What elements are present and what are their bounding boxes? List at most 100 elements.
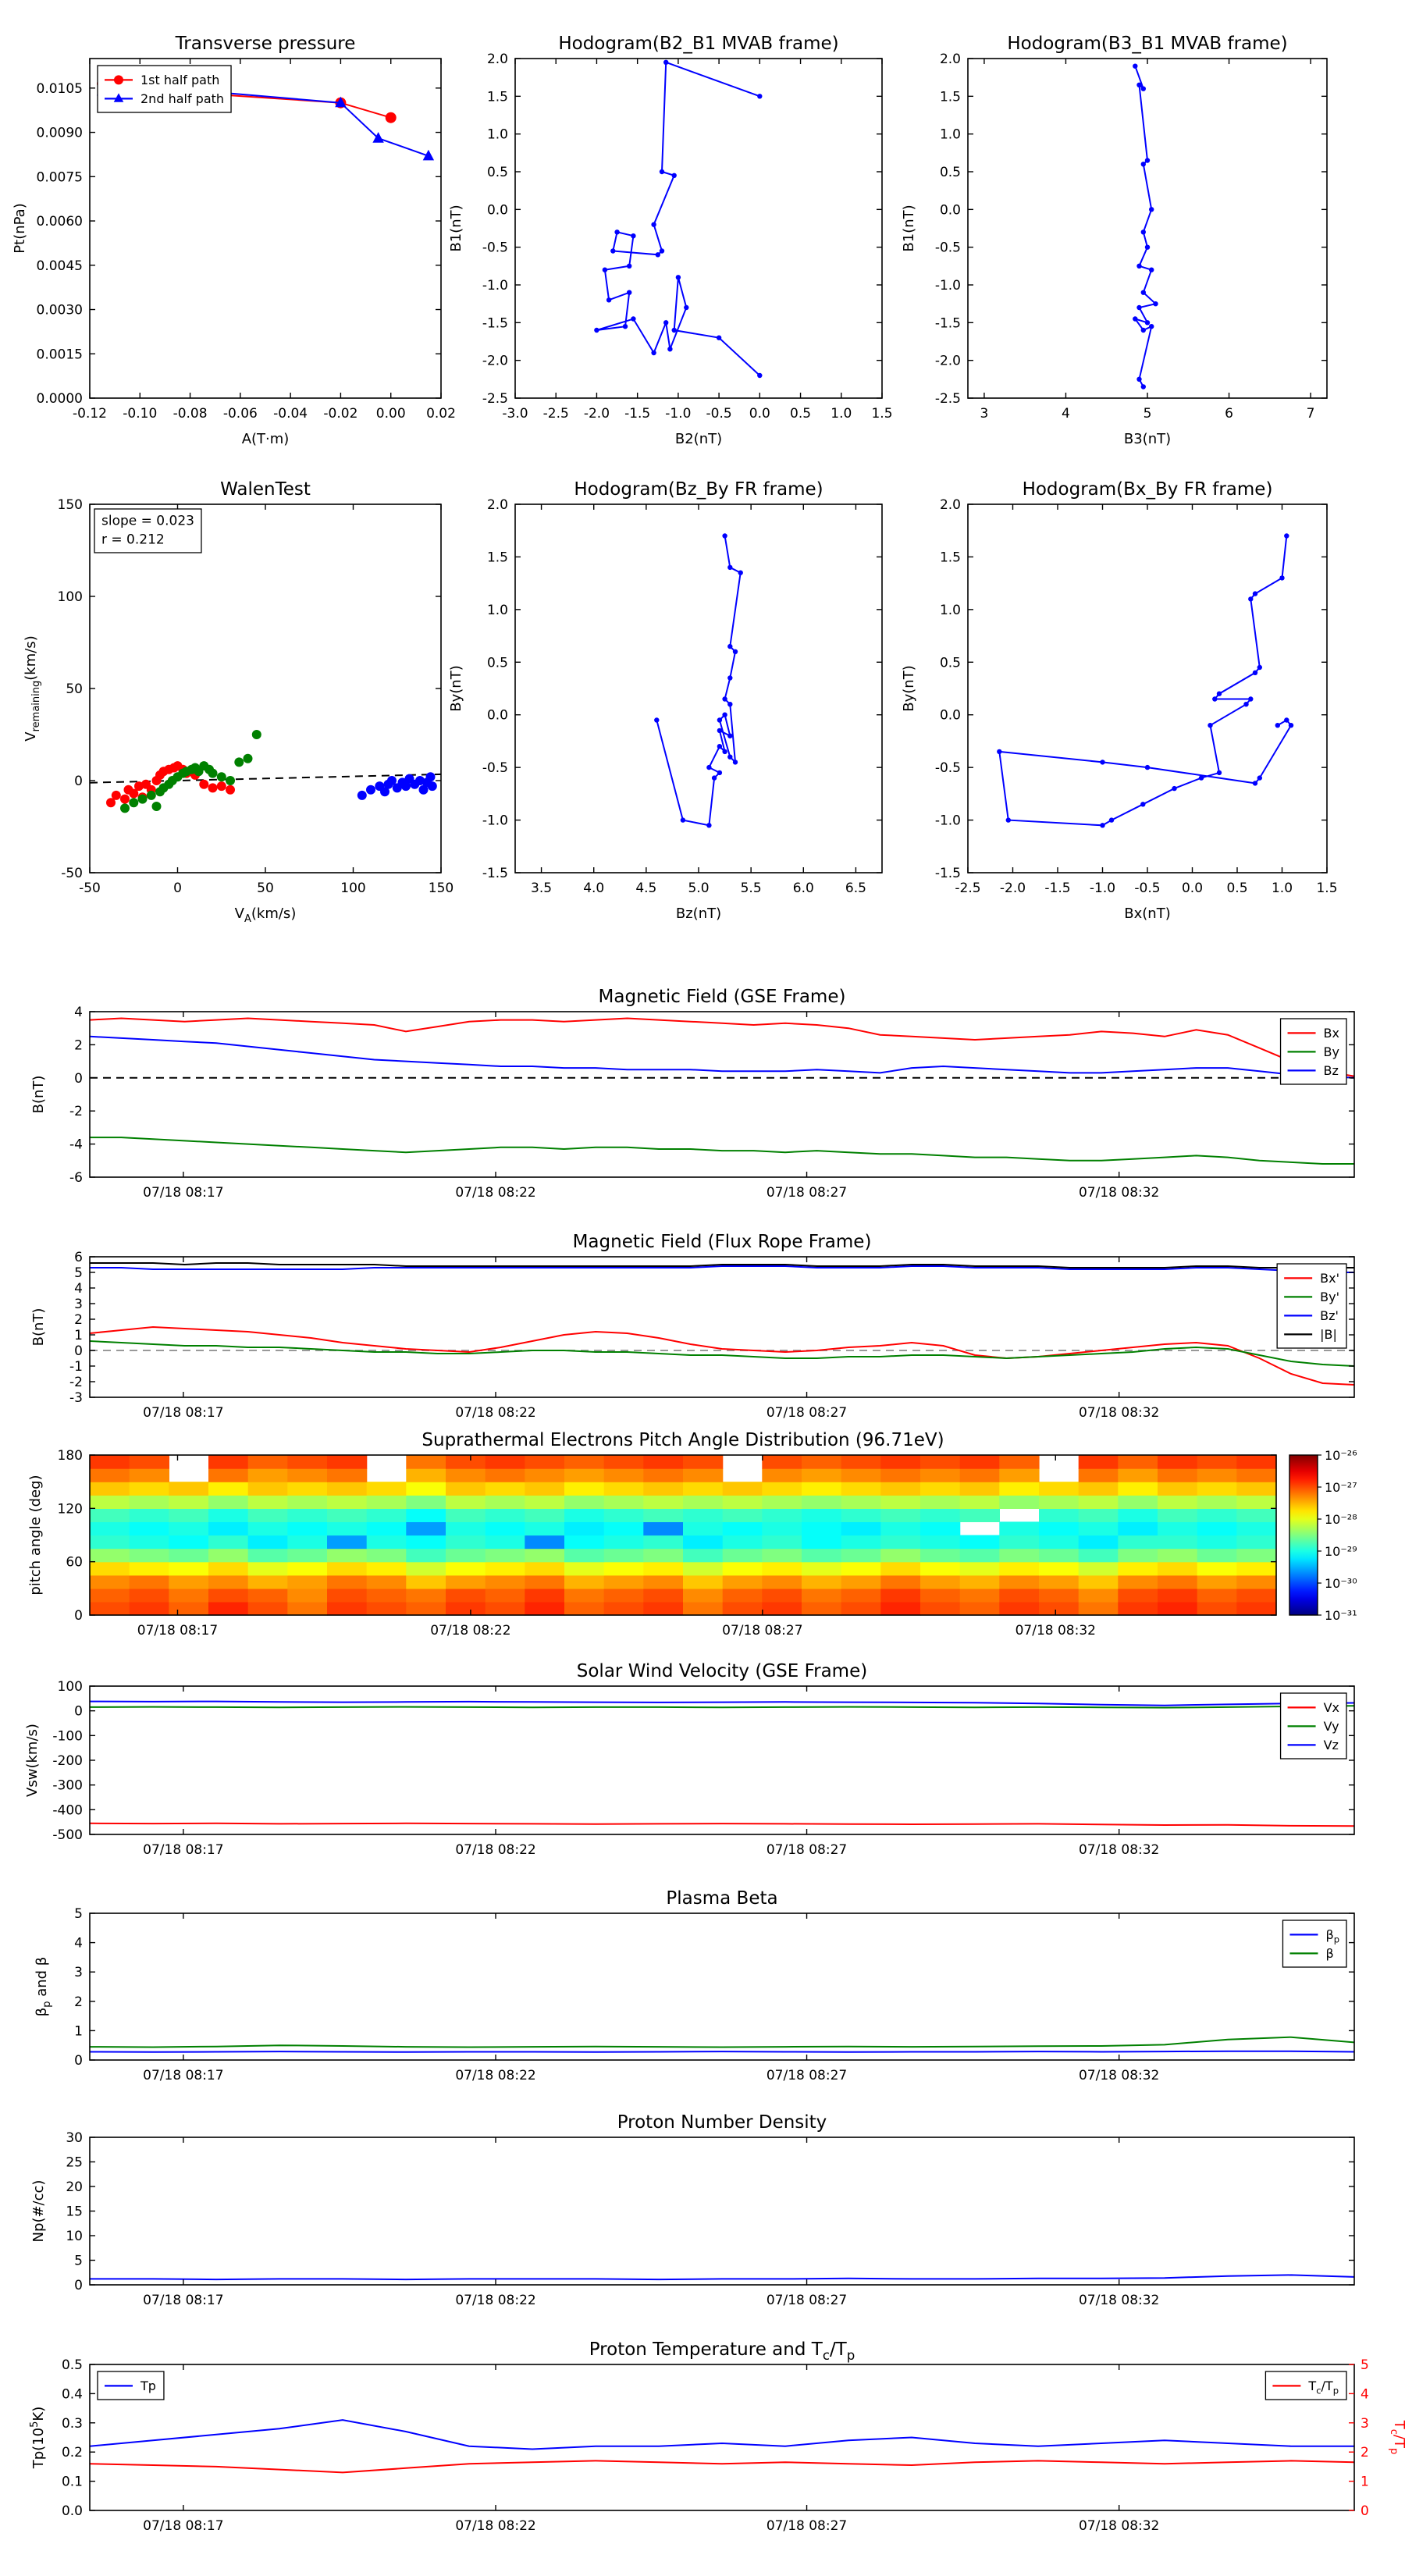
svg-text:slope = 0.023: slope = 0.023 (101, 514, 194, 529)
y-tick-label: 5 (74, 1906, 83, 1922)
y-tick-label: 1.0 (487, 603, 508, 618)
x-tick-label: -1.0 (1090, 881, 1115, 896)
y-tick-label: 0.0030 (37, 303, 83, 318)
y-axis-label: βp and β (34, 1957, 53, 2017)
x-tick-label: 5.5 (741, 881, 762, 896)
y-tick-label: 4 (74, 1005, 83, 1020)
y-tick-label: 0.1 (62, 2475, 83, 2490)
x-tick-label: 07/18 08:32 (1079, 1842, 1159, 1858)
x-axis-label: VA(km/s) (235, 906, 297, 925)
y-axis-label: pitch angle (deg) (27, 1475, 44, 1595)
y-tick-label: -2.5 (935, 391, 961, 407)
series-Bz' (90, 1265, 1354, 1273)
x-tick-label: 07/18 08:32 (1079, 2068, 1159, 2083)
axes-frame (89, 1912, 1355, 2061)
y-axis-label: Tp(105K) (29, 2407, 47, 2469)
y-tick-label: 1.0 (940, 603, 961, 618)
y-tick-label: 0.0090 (37, 126, 83, 141)
y-tick-label: 0.0 (487, 708, 508, 724)
x-tick-label: 07/18 08:22 (455, 1405, 535, 1421)
y-tick-label: 0 (74, 1608, 83, 1624)
axes-frame (89, 2137, 1355, 2286)
x-tick-label: 4.0 (583, 881, 604, 896)
y-tick-label: 3 (74, 1297, 83, 1312)
y-tick-label: 2.0 (940, 52, 961, 67)
series-Bz-By path (654, 533, 743, 828)
x-tick-label: -50 (79, 881, 101, 896)
y-axis-label: B(nT) (30, 1076, 47, 1114)
series-Tp (90, 2419, 1354, 2450)
x-tick-label: 7 (1307, 406, 1315, 422)
x-tick-label: -2.5 (955, 881, 980, 896)
svg-text:By': By' (1320, 1290, 1339, 1304)
x-tick-label: 1.5 (871, 406, 892, 422)
svg-text:Tp: Tp (140, 2379, 156, 2393)
y-tick-label: 2 (74, 1994, 83, 2010)
y-tick-label: 1.5 (487, 550, 508, 565)
axes-frame (89, 2364, 1355, 2511)
y-tick-label: 2 (74, 1037, 83, 1053)
axes-frame (514, 58, 883, 399)
panel-hodogram-bxby: -2.5 -2.0 -1.5 -1.0 -0.5 0.0 0.5 1.0 1.5 -1.5 -1.0… (901, 479, 1338, 922)
panel-pad: 10⁻²⁶ 10⁻²⁷ 10⁻²⁸ 10⁻²⁹ 10⁻³⁰ 10⁻³¹ 07/18 08:1… (27, 1430, 1357, 1638)
y-tick-label: 0 (74, 1343, 83, 1359)
y-tick-label: 1.5 (940, 550, 961, 565)
right-tick-label: 2 (1361, 2445, 1369, 2460)
x-tick-label: 3 (980, 406, 988, 422)
y-tick-label: -2.5 (482, 391, 508, 407)
y-tick-label: 0 (74, 2053, 83, 2069)
y-tick-label: 4 (74, 1936, 83, 1952)
panel-tp: 07/18 08:17 07/18 08:22 07/18 08:27 07/18 0… (29, 2339, 1405, 2534)
panel-title: Proton Temperature and Tc/Tp (589, 2339, 855, 2363)
y-tick-label: -50 (61, 866, 83, 881)
y-tick-label: 2.0 (487, 497, 508, 513)
colorbar-tick-label: 10⁻²⁸ (1325, 1512, 1357, 1527)
axes-frame (89, 58, 442, 399)
series-Vz (90, 1700, 1354, 1706)
y-tick-label: -2 (69, 1104, 83, 1119)
panel-title: Hodogram(Bz_By FR frame) (574, 479, 823, 500)
y-axis-label: By(nT) (901, 665, 917, 711)
y-tick-label: -0.5 (935, 240, 961, 256)
x-tick-label: 1.0 (831, 406, 852, 422)
right-tick-label: 3 (1361, 2416, 1369, 2432)
y-tick-label: 5 (74, 1265, 83, 1281)
axes-frame (89, 1011, 1355, 1178)
y-tick-label: -1.0 (482, 278, 508, 294)
y-axis-label: B1(nT) (901, 205, 917, 251)
x-tick-label: 07/18 08:32 (1079, 2518, 1159, 2534)
x-tick-label: 0.0 (749, 406, 770, 422)
x-tick-label: 6.5 (845, 881, 866, 896)
y-tick-label: 0.0105 (37, 81, 83, 97)
x-tick-label: -0.5 (1134, 881, 1160, 896)
y-tick-label: -4 (69, 1137, 83, 1153)
x-tick-label: 07/18 08:17 (143, 2068, 223, 2083)
x-tick-label: 07/18 08:17 (143, 2293, 223, 2308)
y-tick-label: 2 (74, 1312, 83, 1328)
y-tick-label: 6 (74, 1250, 83, 1265)
y-tick-label: -0.5 (482, 240, 508, 256)
y-tick-label: 0.0 (62, 2503, 83, 2519)
y-tick-label: 1.0 (487, 127, 508, 143)
series-scatter-boundary (357, 772, 437, 800)
y-tick-label: 3 (74, 1965, 83, 1980)
panel-title: Magnetic Field (Flux Rope Frame) (573, 1232, 872, 1252)
svg-text:β: β (1325, 1946, 1333, 1961)
svg-text:2nd half path: 2nd half path (140, 91, 224, 106)
y-tick-label: -1.5 (482, 866, 508, 881)
y-tick-label: -200 (52, 1753, 83, 1769)
svg-text:Bx: Bx (1324, 1026, 1339, 1041)
x-tick-label: 07/18 08:27 (767, 2518, 847, 2534)
y-tick-label: -1.5 (482, 315, 508, 331)
x-tick-label: -2.0 (1000, 881, 1026, 896)
legend: Tc/Tp (1264, 2371, 1347, 2400)
panel-title: Transverse pressure (175, 34, 356, 54)
x-tick-label: 07/18 08:27 (767, 1842, 847, 1858)
y-tick-label: -400 (52, 1802, 83, 1818)
axes-frame (89, 1454, 1277, 1616)
panel-b-fr: 07/18 08:17 07/18 08:22 07/18 08:27 07/18 0… (30, 1232, 1355, 1421)
y-tick-label: 0 (74, 1704, 83, 1720)
x-axis-label: B3(nT) (1124, 431, 1171, 447)
x-axis-label: A(T·m) (242, 431, 290, 447)
